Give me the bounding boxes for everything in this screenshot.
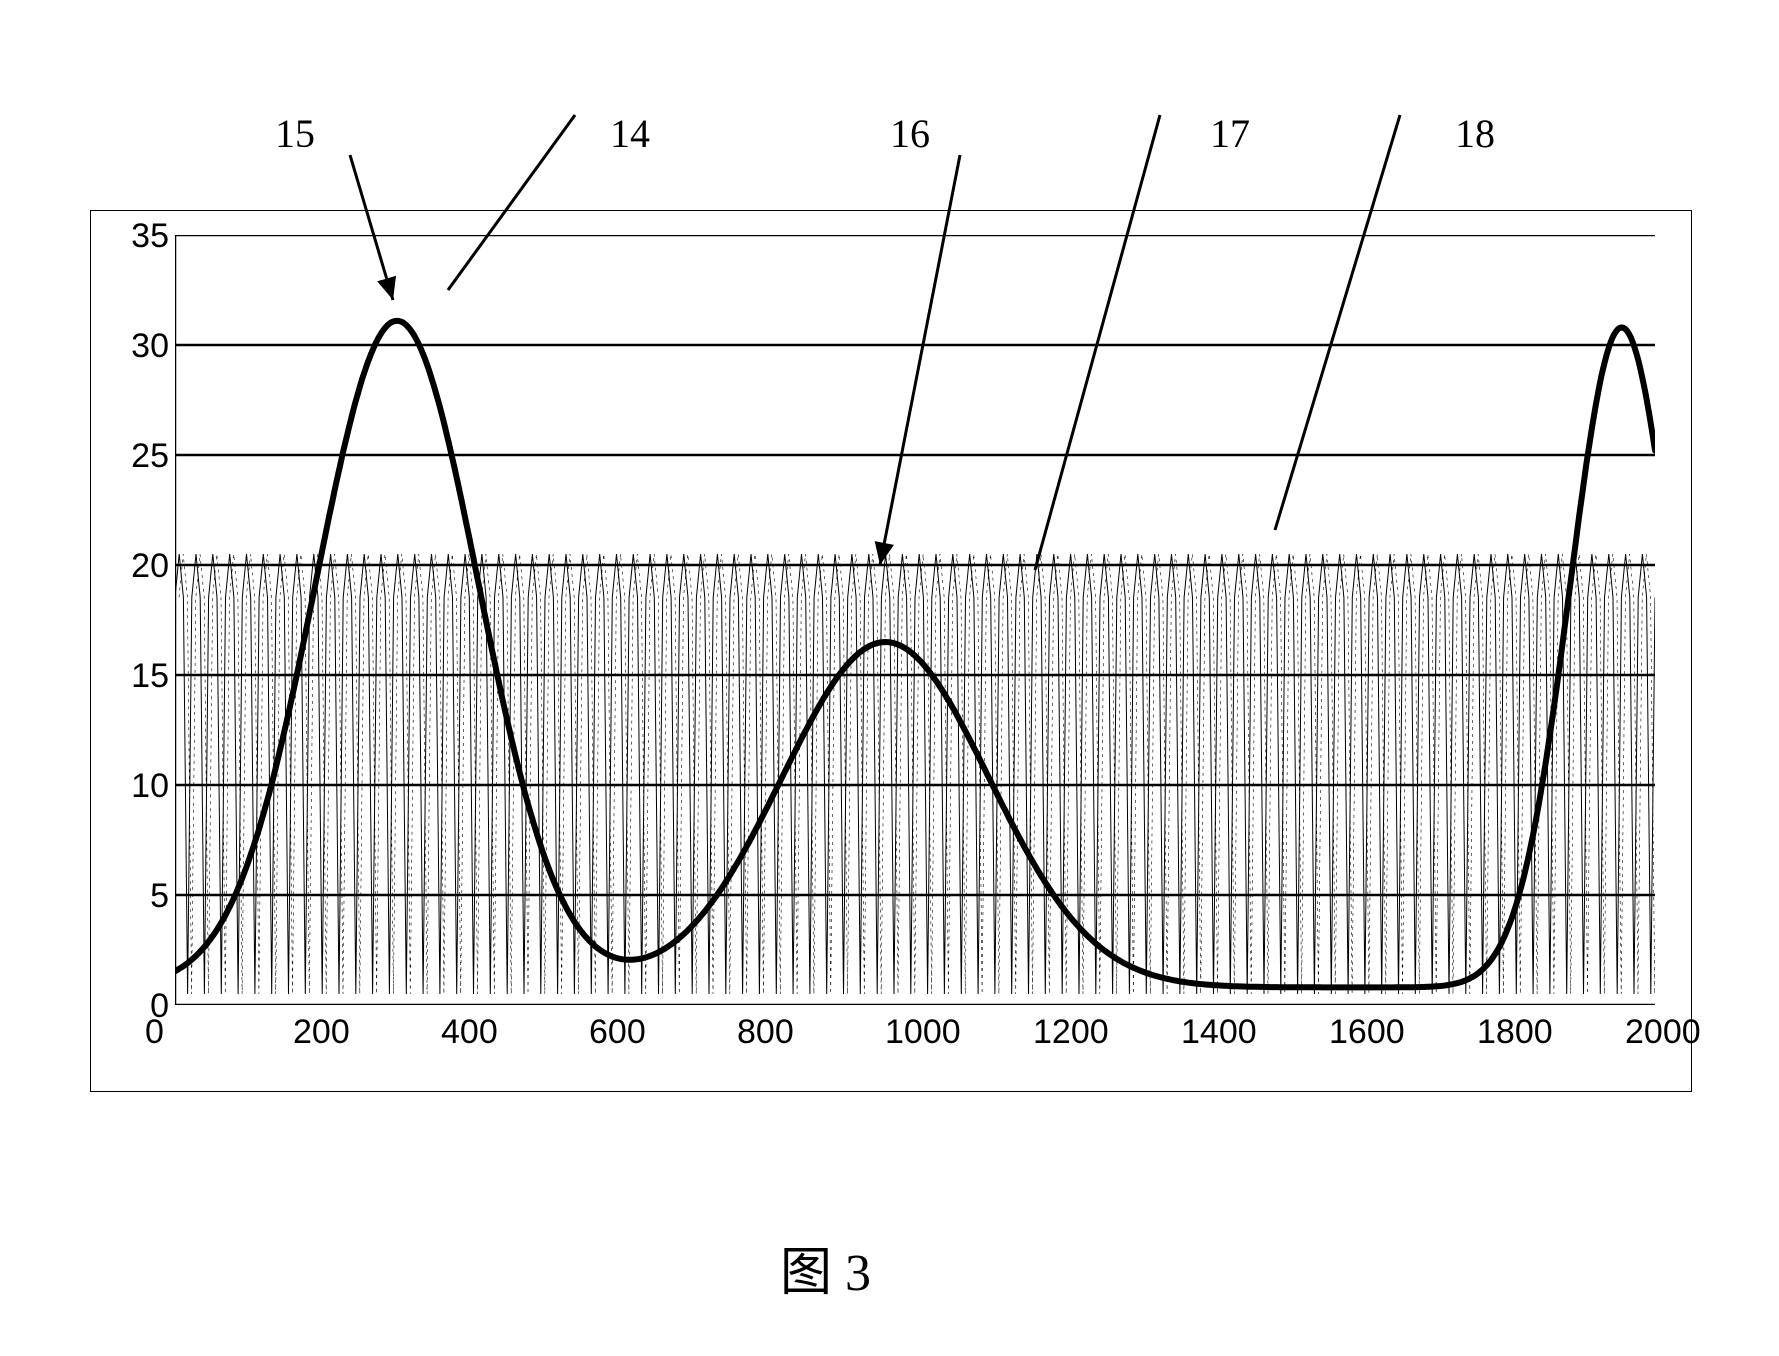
- callout-16: 16: [890, 110, 930, 157]
- callout-17: 17: [1210, 110, 1250, 157]
- figure-caption: 图 3: [780, 1230, 871, 1305]
- callout-14: 14: [610, 110, 650, 157]
- figure-container: 0510152025303502004006008001000120014001…: [0, 0, 1779, 1356]
- callout-15: 15: [275, 110, 315, 157]
- callout-18: 18: [1455, 110, 1495, 157]
- annotation-lines: [0, 0, 1779, 1356]
